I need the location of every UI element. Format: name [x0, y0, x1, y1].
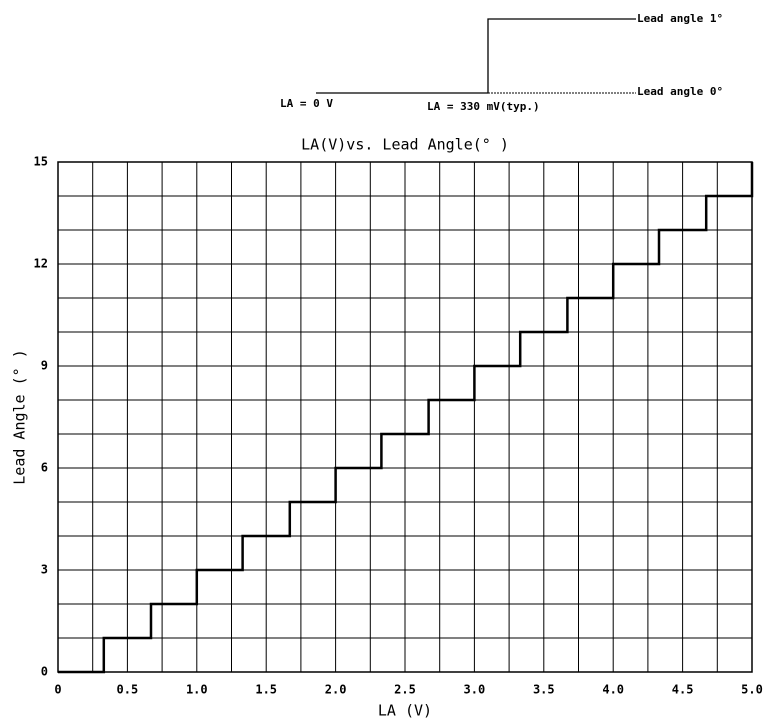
lead-angle-diagram: Lead angle 1° Lead angle 0° LA = 0 V LA … — [280, 12, 723, 113]
x-tick-label: 3.0 — [464, 683, 486, 697]
x-tick-label: 1.5 — [255, 683, 277, 697]
x-tick-label: 2.5 — [394, 683, 416, 697]
x-tick-label: 0 — [54, 683, 61, 697]
plot-frame — [57, 161, 753, 673]
y-tick-label: 12 — [34, 257, 48, 271]
y-tick-label: 9 — [41, 359, 48, 373]
x-axis-label: LA (V) — [378, 702, 432, 720]
x-tick-label: 4.5 — [672, 683, 694, 697]
annotation: LA = 0 V — [280, 97, 333, 110]
x-tick-label: 5.0 — [741, 683, 763, 697]
x-tick-label: 0.5 — [117, 683, 139, 697]
annotation: LA = 330 mV(typ.) — [427, 100, 540, 113]
x-tick-label: 1.0 — [186, 683, 208, 697]
x-tick-label: 3.5 — [533, 683, 555, 697]
annotation: Lead angle 1° — [637, 12, 723, 25]
y-tick-label: 3 — [41, 563, 48, 577]
x-tick-label: 4.0 — [602, 683, 624, 697]
y-tick-label: 0 — [41, 665, 48, 679]
diagram-line — [316, 18, 636, 94]
x-tick-label: 2.0 — [325, 683, 347, 697]
y-tick-label: 6 — [41, 461, 48, 475]
step-line — [58, 162, 754, 674]
y-tick-label: 15 — [34, 155, 48, 169]
y-axis-label: Lead Angle (° ) — [11, 349, 29, 484]
chart-title: LA(V)vs. Lead Angle(° ) — [301, 136, 509, 154]
annotation: Lead angle 0° — [637, 85, 723, 98]
